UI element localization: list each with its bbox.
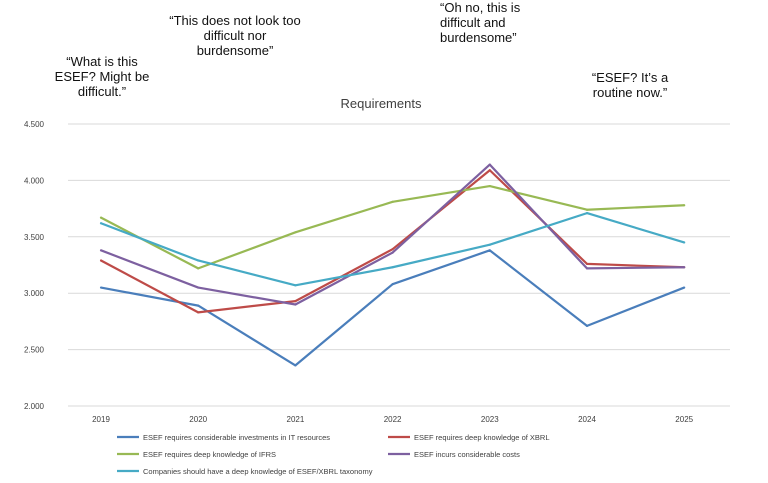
data-point <box>488 243 491 246</box>
annotation-line: ESEF? Might be <box>54 69 150 84</box>
annotation-line: difficult.” <box>77 84 127 99</box>
data-point <box>99 216 103 219</box>
data-point <box>683 266 686 269</box>
data-point <box>197 304 200 307</box>
annotation-line: difficult nor <box>203 28 267 43</box>
annotation-line: burdensome” <box>440 30 517 45</box>
data-point <box>683 241 686 244</box>
y-tick-label: 2.500 <box>24 346 45 355</box>
x-axis-ticks: 2019 2020 2021 2022 2023 2024 2025 <box>92 415 694 424</box>
data-point <box>294 303 297 306</box>
data-point <box>391 251 394 254</box>
legend-item: ESEF requires deep knowledge of XBRL <box>388 433 550 442</box>
y-tick-label: 4.500 <box>24 120 45 129</box>
data-point <box>391 248 394 251</box>
series-lines <box>99 163 686 367</box>
data-point <box>294 284 297 287</box>
annotation-line: “What is this <box>66 54 138 69</box>
x-tick-label: 2019 <box>92 415 110 424</box>
data-point <box>391 266 394 269</box>
series-line-2 <box>100 169 685 314</box>
legend: ESEF requires considerable investments i… <box>117 433 550 476</box>
data-point <box>585 208 589 211</box>
data-point <box>391 283 394 286</box>
annotation-line: “ESEF? It’s a <box>591 70 669 85</box>
annotation-line: routine now.” <box>592 85 668 100</box>
legend-label: ESEF requires deep knowledge of IFRS <box>143 450 276 459</box>
legend-label: Companies should have a deep knowledge o… <box>143 467 373 476</box>
x-tick-label: 2021 <box>287 415 305 424</box>
grid-lines <box>68 123 730 407</box>
annotation-quote-2025: “ESEF? It’s a routine now.” <box>576 70 684 100</box>
legend-label: ESEF requires considerable investments i… <box>143 433 330 442</box>
chart-title: Requirements <box>341 96 422 111</box>
x-tick-label: 2022 <box>384 415 402 424</box>
legend-item: ESEF requires considerable investments i… <box>117 433 330 442</box>
legend-item: Companies should have a deep knowledge o… <box>117 467 373 476</box>
data-point <box>585 262 589 265</box>
y-tick-label: 3.000 <box>24 289 45 298</box>
y-tick-label: 2.000 <box>24 402 45 411</box>
x-tick-label: 2023 <box>481 415 499 424</box>
data-point <box>488 169 491 172</box>
data-point <box>197 259 200 262</box>
data-point <box>294 299 297 303</box>
data-point <box>294 364 297 367</box>
data-point <box>99 249 103 252</box>
data-point <box>488 184 491 188</box>
data-point <box>294 231 297 234</box>
data-point <box>488 163 491 166</box>
annotation-quote-2019: “What is this ESEF? Might be difficult.” <box>50 54 154 99</box>
data-point <box>585 324 589 328</box>
data-point <box>683 286 686 289</box>
data-point <box>488 249 491 252</box>
x-tick-label: 2020 <box>189 415 207 424</box>
data-point <box>391 200 394 203</box>
legend-item: ESEF requires deep knowledge of IFRS <box>117 450 276 459</box>
annotation-quote-2020: “This does not look too difficult nor burd… <box>160 13 310 58</box>
y-tick-label: 4.000 <box>24 176 45 185</box>
annotation-line: “Oh no, this is <box>440 0 521 15</box>
data-point <box>585 212 589 215</box>
y-tick-label: 3.500 <box>24 233 45 242</box>
legend-item: ESEF incurs considerable costs <box>388 450 520 459</box>
y-axis-ticks: 2.000 2.500 3.000 3.500 4.000 4.500 <box>24 120 45 411</box>
legend-label: ESEF incurs considerable costs <box>414 450 520 459</box>
data-point <box>585 267 589 270</box>
annotation-line: “This does not look too <box>169 13 301 28</box>
legend-label: ESEF requires deep knowledge of XBRL <box>414 433 550 442</box>
data-point <box>99 222 103 225</box>
data-point <box>683 204 686 207</box>
annotation-line: burdensome” <box>196 43 274 58</box>
data-point <box>197 311 200 314</box>
annotation-line: difficult and <box>440 15 506 30</box>
x-tick-label: 2024 <box>578 415 596 424</box>
data-point <box>197 286 200 289</box>
data-point <box>99 286 103 289</box>
data-point <box>197 267 200 270</box>
data-point <box>99 259 103 262</box>
x-tick-label: 2025 <box>675 415 693 424</box>
annotation-quote-2023: “Oh no, this is difficult and burdensome” <box>440 0 555 45</box>
